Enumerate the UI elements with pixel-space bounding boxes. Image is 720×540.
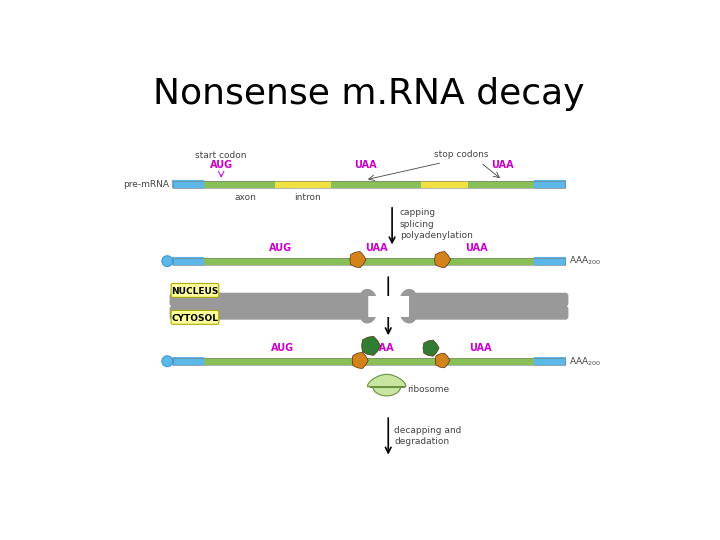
FancyBboxPatch shape [406, 293, 568, 307]
Text: UAA: UAA [354, 159, 377, 170]
Text: CYTOSOL: CYTOSOL [171, 314, 218, 322]
Text: stop codons: stop codons [434, 150, 489, 159]
Polygon shape [352, 353, 368, 368]
Text: axon: axon [235, 193, 257, 202]
Text: AAA$_{200}$: AAA$_{200}$ [570, 255, 601, 267]
Text: UAA: UAA [491, 159, 513, 170]
Polygon shape [356, 296, 367, 316]
Text: AUG: AUG [271, 343, 294, 353]
Text: NUCLEUS: NUCLEUS [171, 287, 219, 296]
Text: intron: intron [294, 193, 321, 202]
Text: UAA: UAA [466, 242, 488, 253]
Bar [421, 181, 467, 187]
Polygon shape [423, 340, 439, 356]
Polygon shape [436, 353, 450, 368]
Polygon shape [367, 374, 406, 387]
Polygon shape [435, 252, 451, 268]
FancyBboxPatch shape [171, 284, 219, 298]
FancyBboxPatch shape [171, 310, 219, 325]
FancyBboxPatch shape [534, 357, 566, 366]
Text: AUG: AUG [210, 159, 233, 170]
Text: ribosome: ribosome [407, 385, 449, 394]
FancyBboxPatch shape [170, 293, 370, 307]
FancyBboxPatch shape [406, 306, 568, 320]
Bar [275, 181, 330, 187]
Circle shape [162, 356, 173, 367]
Text: capping
splicing
polyadenylation: capping splicing polyadenylation [400, 208, 472, 240]
FancyBboxPatch shape [172, 257, 204, 265]
Text: start codon: start codon [195, 151, 247, 160]
FancyBboxPatch shape [534, 257, 566, 265]
Bar [173, 358, 565, 365]
Polygon shape [361, 336, 381, 355]
Text: Nonsense m.RNA decay: Nonsense m.RNA decay [153, 77, 585, 111]
Bar [173, 181, 565, 187]
Text: UAA: UAA [365, 242, 388, 253]
Polygon shape [373, 387, 400, 396]
Polygon shape [350, 252, 366, 268]
FancyBboxPatch shape [172, 357, 204, 366]
Text: AAA$_{200}$: AAA$_{200}$ [570, 355, 601, 368]
Bar [173, 358, 565, 365]
Bar [173, 181, 565, 187]
FancyBboxPatch shape [172, 180, 204, 188]
Circle shape [162, 256, 173, 267]
Polygon shape [410, 296, 420, 316]
Text: pre-mRNA: pre-mRNA [123, 180, 168, 188]
Text: decapping and
degradation: decapping and degradation [395, 426, 462, 447]
Text: UAA: UAA [469, 343, 492, 353]
FancyBboxPatch shape [534, 180, 566, 188]
FancyBboxPatch shape [170, 306, 370, 320]
Bar [367, 296, 410, 316]
Text: AUG: AUG [269, 242, 292, 253]
Bar [173, 258, 565, 265]
Bar [173, 258, 565, 265]
Text: UAA: UAA [372, 343, 394, 353]
